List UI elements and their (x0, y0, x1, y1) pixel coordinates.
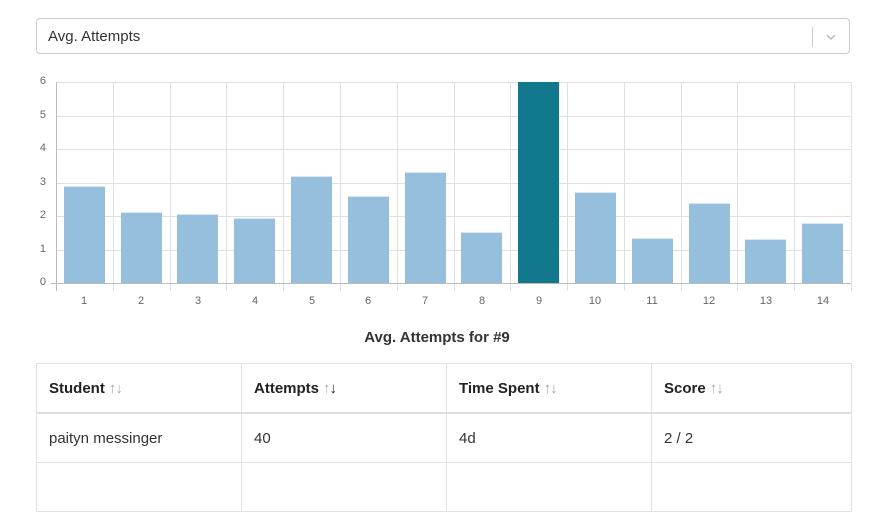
x-tick-label: 12 (702, 295, 716, 307)
column-header-attempts[interactable]: Attempts ↑↓ (241, 363, 447, 414)
table-row[interactable]: paityn messinger 40 4d 2 / 2 (36, 412, 852, 463)
gridline (397, 82, 398, 291)
x-tick-label: 14 (816, 295, 830, 307)
bar[interactable] (689, 203, 730, 283)
gridline (56, 250, 851, 251)
table-row[interactable] (36, 462, 852, 512)
gridline (56, 216, 851, 217)
y-tick-label: 4 (39, 142, 46, 154)
x-tick-label: 8 (478, 295, 486, 307)
x-tick-label: 11 (646, 295, 658, 307)
detail-caption: Avg. Attempts for #9 (364, 329, 510, 346)
bar[interactable] (745, 239, 786, 283)
gridline (226, 82, 227, 291)
sort-icon[interactable]: ↑↓ (709, 379, 724, 397)
x-tick-label: 10 (588, 295, 602, 307)
gridline (340, 82, 341, 291)
column-header-student[interactable]: Student ↑↓ (36, 363, 242, 414)
bar[interactable] (121, 212, 162, 283)
gridline (681, 82, 682, 291)
x-tick-label: 5 (308, 295, 316, 307)
metric-select[interactable]: Avg. Attempts (36, 18, 850, 54)
cell-student: paityn messinger (36, 412, 242, 463)
gridline (170, 82, 171, 291)
gridline (113, 82, 114, 291)
gridline (56, 149, 851, 150)
bar[interactable] (802, 223, 843, 283)
bar[interactable] (291, 176, 332, 283)
y-tick-label: 6 (39, 75, 46, 87)
bar-selected[interactable] (518, 82, 559, 283)
sort-icon[interactable]: ↑↓ (543, 379, 558, 397)
gridline (624, 82, 625, 291)
x-tick-label: 13 (759, 295, 773, 307)
detail-table: Student ↑↓ Attempts ↑↓ Time Spent ↑↓ Score ↑… (36, 363, 852, 512)
x-tick-label: 9 (535, 295, 543, 307)
gridline (510, 82, 511, 291)
cell-time-spent: 4d (446, 412, 652, 463)
bar[interactable] (177, 214, 218, 283)
x-tick-label: 7 (421, 295, 429, 307)
y-tick-label: 0 (39, 276, 46, 288)
table-header-row: Student ↑↓ Attempts ↑↓ Time Spent ↑↓ Score ↑… (36, 363, 852, 414)
cell-score: 2 / 2 (651, 412, 852, 463)
gridline (56, 183, 851, 184)
y-axis (56, 82, 57, 291)
bar[interactable] (64, 186, 105, 283)
bar[interactable] (632, 238, 673, 283)
x-tick-label: 3 (194, 295, 202, 307)
metric-select-value: Avg. Attempts (48, 28, 141, 45)
bar[interactable] (234, 218, 275, 283)
gridline (283, 82, 284, 291)
sort-desc-icon[interactable]: ↑↓ (323, 379, 337, 397)
gridline (851, 82, 852, 291)
x-tick-label: 2 (137, 295, 145, 307)
y-tick-label: 2 (39, 209, 46, 221)
cell-attempts: 40 (241, 412, 447, 463)
column-header-score[interactable]: Score ↑↓ (651, 363, 852, 414)
x-tick-label: 4 (251, 295, 259, 307)
sort-icon[interactable]: ↑↓ (108, 379, 123, 397)
gridline (567, 82, 568, 291)
y-tick-label: 5 (39, 109, 46, 121)
y-tick-label: 1 (39, 243, 46, 255)
gridline (794, 82, 795, 291)
bar[interactable] (461, 232, 502, 283)
gridline (56, 82, 851, 83)
gridline (56, 116, 851, 117)
column-header-time-spent[interactable]: Time Spent ↑↓ (446, 363, 652, 414)
x-tick-label: 1 (80, 295, 88, 307)
x-tick-label: 6 (364, 295, 372, 307)
y-tick-label: 3 (39, 176, 46, 188)
chevron-down-icon[interactable] (824, 30, 838, 44)
bar[interactable] (348, 196, 389, 283)
x-axis (51, 283, 851, 284)
bar[interactable] (405, 172, 446, 283)
bar[interactable] (575, 192, 616, 283)
gridline (737, 82, 738, 291)
select-separator (812, 27, 813, 47)
gridline (454, 82, 455, 291)
